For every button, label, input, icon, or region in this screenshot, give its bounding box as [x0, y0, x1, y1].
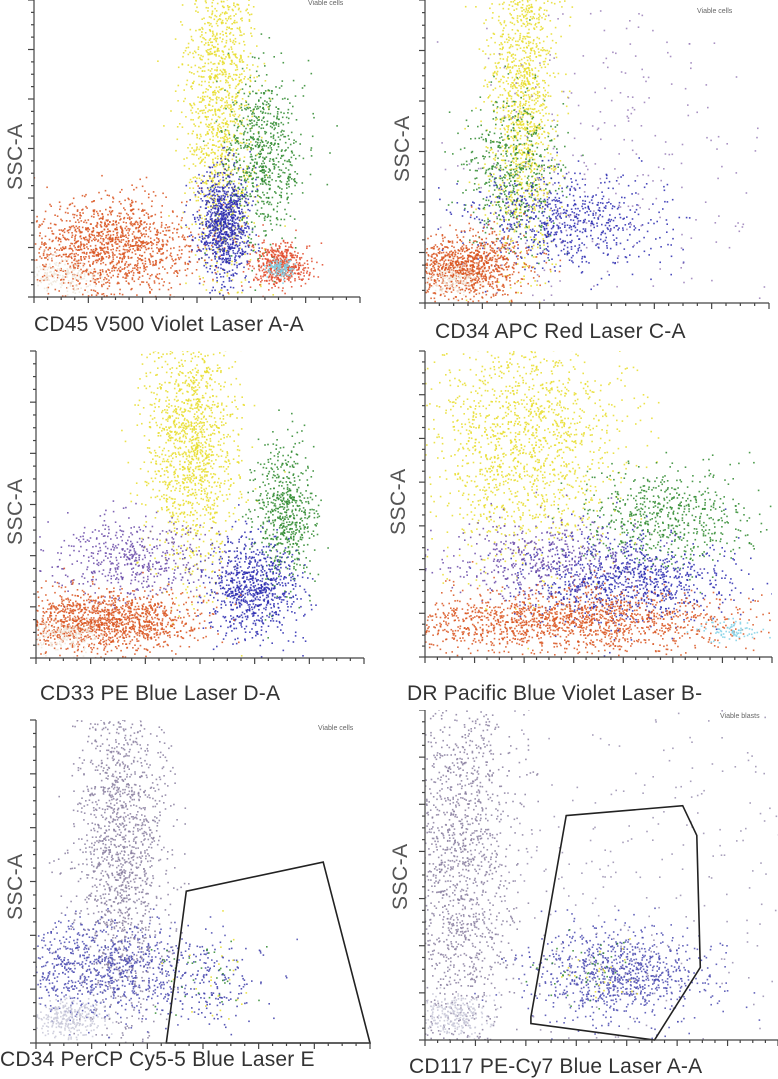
event-dots: [418, 0, 777, 310]
y-axis-label: SSC-A: [389, 843, 413, 910]
gate-polygon: [166, 862, 370, 1043]
y-axis-label: SSC-A: [4, 478, 28, 545]
population-4: [184, 147, 260, 297]
scatter-panel-1: SSC-A CD45 V500 Violet Laser A-A Viable …: [0, 0, 380, 345]
population-5: [241, 224, 323, 297]
population-1: [49, 714, 190, 1051]
x-axis-label: DR Pacific Blue Violet Laser B-: [407, 682, 702, 706]
x-axis-label: CD33 PE Blue Laser D-A: [40, 682, 280, 706]
x-axis-label: CD34 APC Red Laser C-A: [435, 320, 686, 344]
x-axis-label: CD117 PE-Cy7 Blue Laser A-A: [409, 1055, 702, 1079]
population-1: [157, 0, 286, 303]
population-1: [419, 345, 659, 649]
event-dots: [28, 0, 338, 303]
scatter-panel-3: SSC-A CD33 PE Blue Laser D-A: [0, 345, 380, 710]
gate-polygon: [531, 806, 700, 1040]
population-6: [161, 910, 247, 1020]
population-2: [242, 409, 329, 638]
axes: [419, 710, 778, 1046]
gate-annotation: Viable cells: [318, 725, 353, 732]
scatter-plot-1: [0, 0, 380, 345]
scatter-plot-4: [389, 345, 778, 710]
population-4: [151, 925, 288, 1036]
scatter-plot-2: [389, 0, 778, 345]
x-axis-label: CD45 V500 Violet Laser A-A: [34, 313, 304, 337]
event-dots: [418, 710, 778, 1048]
population-5: [418, 561, 777, 663]
x-axis-label: CD34 PerCP Cy5-5 Blue Laser E: [0, 1048, 315, 1072]
scatter-plot-6: [389, 710, 778, 1076]
axes: [30, 351, 364, 664]
scatter-panel-5: SSC-A CD34 PerCP Cy5-5 Blue Laser E Viab…: [0, 710, 380, 1076]
y-axis-label: SSC-A: [4, 853, 28, 920]
y-axis-label: SSC-A: [4, 123, 28, 190]
event-dots: [418, 345, 778, 663]
y-axis-label: SSC-A: [387, 468, 411, 535]
scatter-panel-2: SSC-A CD34 APC Red Laser C-A Viable cell…: [389, 0, 778, 345]
event-dots: [29, 714, 298, 1051]
population-3: [438, 152, 691, 293]
gate-annotation: Viable blasts: [720, 713, 760, 720]
gate-annotation: Viable cells: [308, 0, 343, 7]
population-1: [121, 346, 286, 656]
axes: [419, 0, 769, 309]
population-3: [168, 504, 317, 658]
scatter-plot-3: [0, 345, 380, 710]
event-dots: [30, 346, 329, 663]
scatter-panel-6: SSC-A CD117 PE-Cy7 Blue Laser A-A Viable…: [389, 710, 778, 1076]
scatter-panel-4: SSC-A DR Pacific Blue Violet Laser B-: [389, 345, 778, 710]
population-2: [474, 908, 760, 1047]
gate-annotation: Viable cells: [697, 8, 732, 15]
population-3: [418, 987, 500, 1043]
population-1: [419, 710, 552, 1048]
scatter-plot-5: [0, 710, 380, 1076]
y-axis-label: SSC-A: [391, 115, 415, 182]
